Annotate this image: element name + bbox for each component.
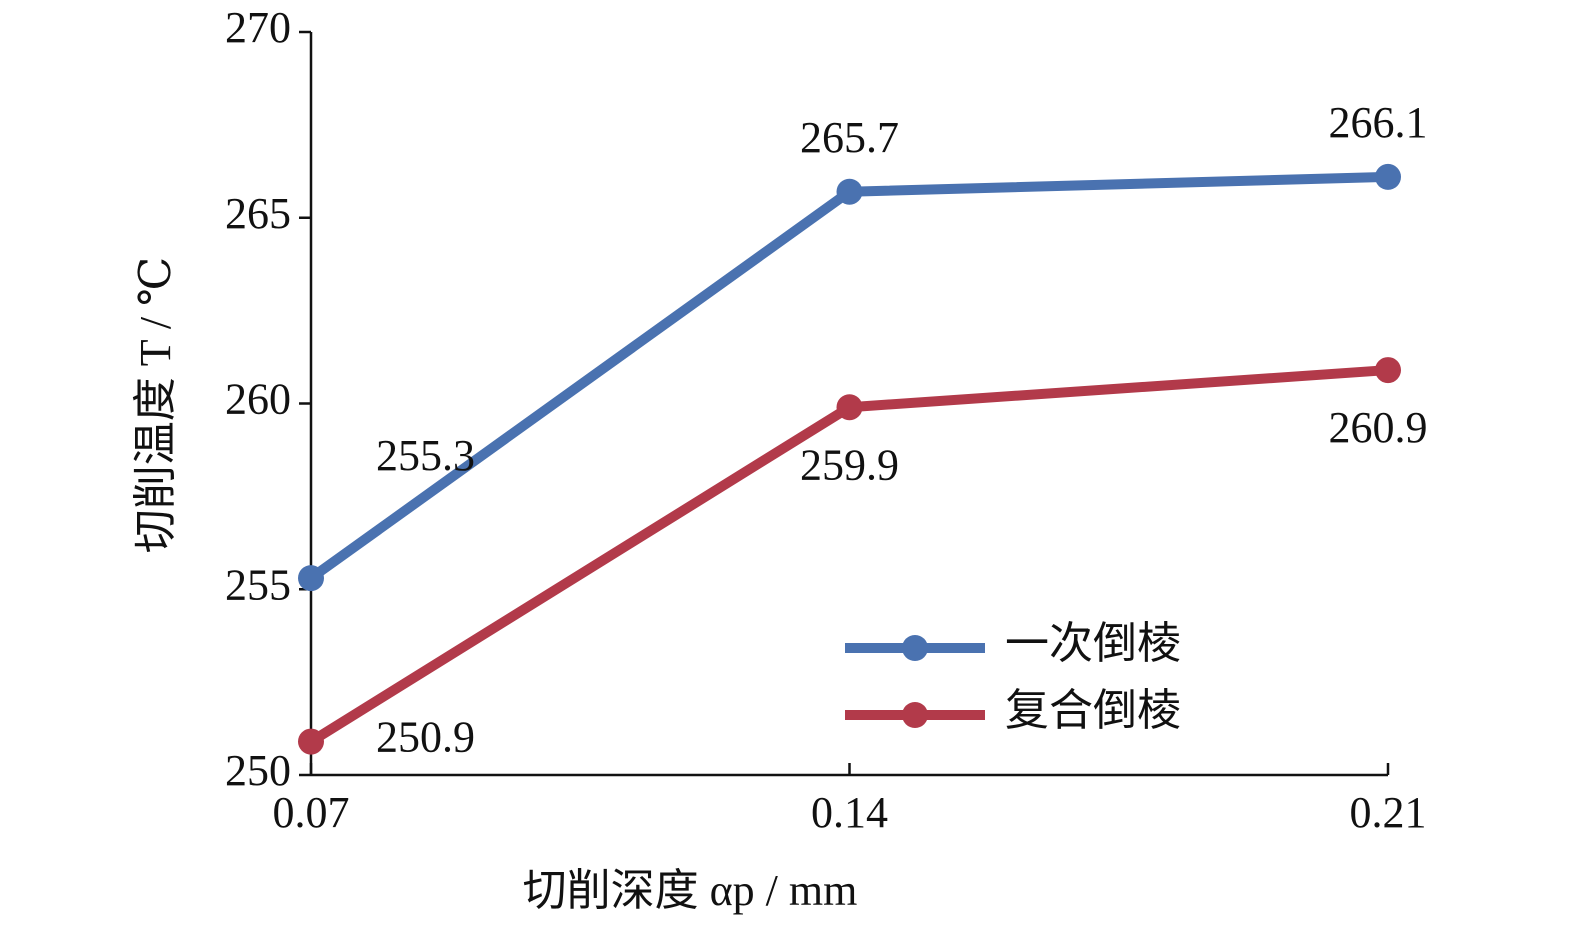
- data-label: 255.3: [376, 431, 475, 480]
- data-label: 260.9: [1329, 403, 1428, 452]
- legend-label: 一次倒棱: [1005, 619, 1181, 668]
- y-tick-label: 265: [225, 189, 291, 238]
- marker: [298, 728, 324, 755]
- x-tick-label: 0.21: [1350, 788, 1427, 837]
- y-tick-label: 270: [225, 3, 291, 52]
- data-label: 266.1: [1329, 98, 1428, 147]
- marker: [1375, 163, 1401, 190]
- marker: [836, 178, 863, 205]
- y-tick-label: 255: [225, 560, 291, 609]
- legend-marker: [902, 635, 928, 661]
- series-line: [308, 365, 1389, 746]
- data-label: 265.7: [800, 113, 899, 162]
- y-axis-label: 切削温度 T / ℃: [131, 257, 180, 554]
- data-label: 259.9: [800, 440, 899, 489]
- x-tick-label: 0.07: [273, 788, 350, 837]
- marker: [1375, 357, 1401, 384]
- marker: [836, 394, 863, 421]
- legend-label: 复合倒棱: [1005, 686, 1181, 735]
- x-tick-label: 0.14: [811, 788, 888, 837]
- y-tick-label: 260: [225, 375, 291, 424]
- y-tick-label: 250: [225, 746, 291, 795]
- legend-marker: [902, 702, 928, 728]
- data-label: 250.9: [376, 713, 475, 762]
- marker: [298, 565, 324, 592]
- x-axis-label: 切削深度 αp / mm: [523, 866, 858, 915]
